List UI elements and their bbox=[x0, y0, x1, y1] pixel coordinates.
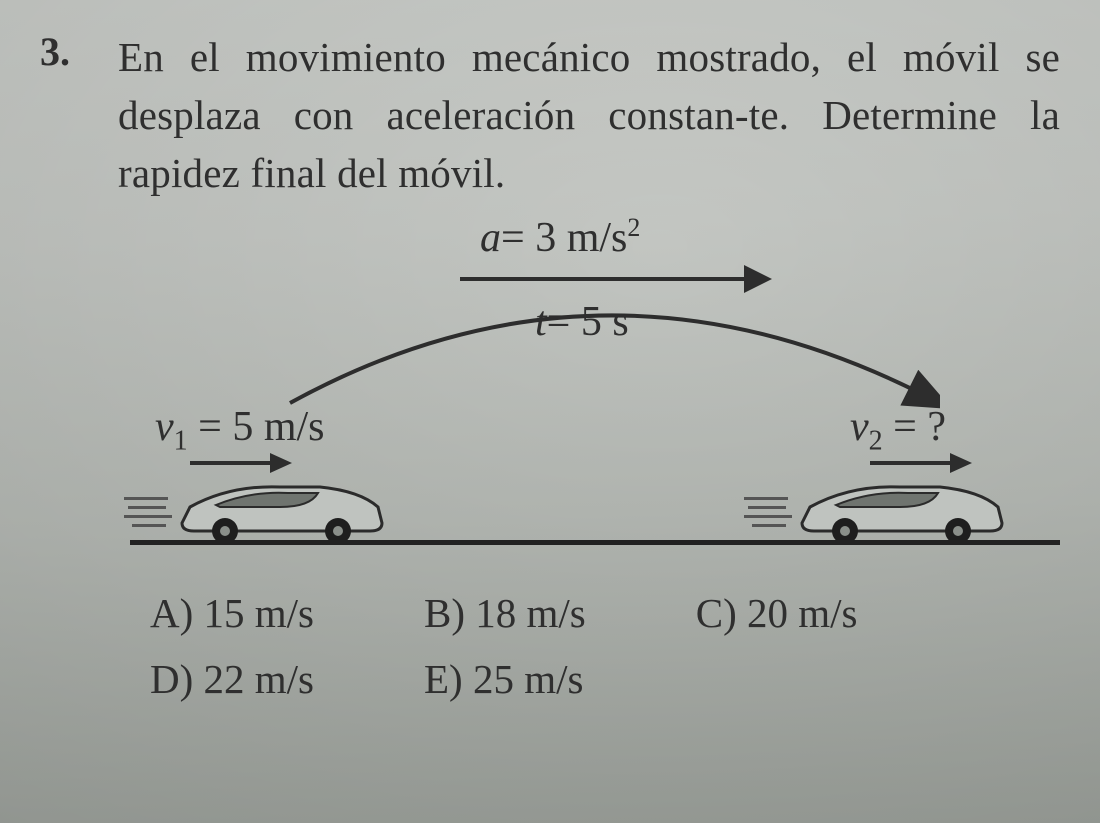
choice-c: C) 20 m/s bbox=[696, 589, 858, 637]
v2-eq: = bbox=[893, 404, 917, 450]
car-initial-icon bbox=[170, 473, 390, 543]
choice-e-value: 25 m/s bbox=[473, 656, 584, 702]
choice-d: D) 22 m/s bbox=[150, 655, 314, 703]
choice-a-value: 15 m/s bbox=[204, 590, 315, 636]
v1-symbol: v bbox=[155, 404, 174, 450]
accel-symbol: a bbox=[480, 215, 501, 261]
speed-lines-icon bbox=[744, 497, 792, 533]
problem-number: 3. bbox=[40, 28, 84, 76]
v1-eq: = bbox=[198, 404, 222, 450]
accel-exp: 2 bbox=[627, 213, 640, 242]
choice-c-value: 20 m/s bbox=[747, 590, 858, 636]
problem: 3. En el movimiento mecánico mostrado, e… bbox=[40, 28, 1060, 203]
ground-line bbox=[130, 540, 1060, 545]
v1-arrow-icon bbox=[190, 455, 290, 471]
v1-sub: 1 bbox=[174, 425, 188, 456]
accel-eq: = bbox=[501, 215, 525, 261]
acceleration-label: a= 3 m/s2 bbox=[480, 213, 640, 262]
accel-value: 3 m/s bbox=[535, 215, 627, 261]
speed-lines-icon bbox=[124, 497, 172, 533]
answer-choices: A) 15 m/s B) 18 m/s C) 20 m/s D) 22 m/s … bbox=[150, 589, 1060, 703]
choice-a: A) 15 m/s bbox=[150, 589, 314, 637]
v1-value: 5 m/s bbox=[232, 404, 324, 450]
choice-d-value: 22 m/s bbox=[204, 656, 315, 702]
car-final-icon bbox=[790, 473, 1010, 543]
motion-arc-icon bbox=[280, 273, 940, 423]
v1-label: v1 = 5 m/s bbox=[155, 403, 325, 457]
choice-b-value: 18 m/s bbox=[475, 590, 586, 636]
choice-b: B) 18 m/s bbox=[424, 589, 586, 637]
problem-stem: En el movimiento mecánico mostrado, el m… bbox=[118, 28, 1060, 203]
v2-arrow-icon bbox=[870, 455, 970, 471]
v2-label: v2 = ? bbox=[850, 403, 946, 457]
v2-sub: 2 bbox=[869, 425, 883, 456]
choice-e: E) 25 m/s bbox=[424, 655, 583, 703]
v2-value: ? bbox=[927, 404, 946, 450]
v2-symbol: v bbox=[850, 404, 869, 450]
page: 3. En el movimiento mecánico mostrado, e… bbox=[0, 0, 1100, 823]
kinematics-diagram: a= 3 m/s2 t= 5 s v1 = 5 m/s v2 = ? bbox=[130, 213, 1060, 553]
